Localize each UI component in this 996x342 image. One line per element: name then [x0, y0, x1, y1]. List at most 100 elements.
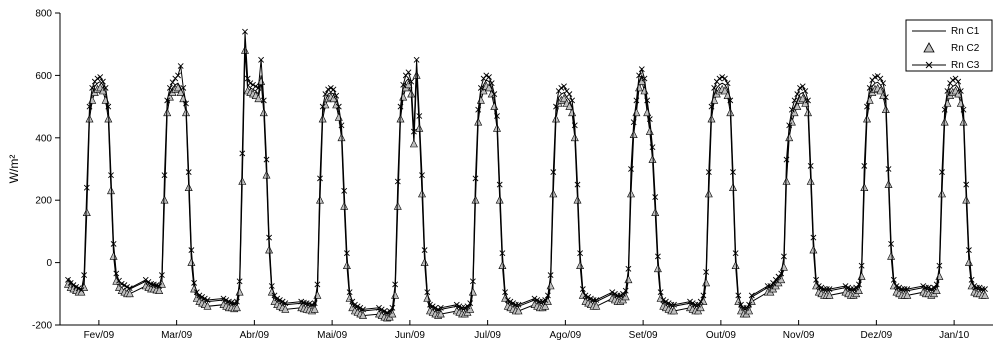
point-rn-c3-nov-09-h8 — [786, 122, 793, 129]
point-rn-c3-set-09-h21 — [665, 300, 672, 307]
point-rn-c3-mar-09-h6 — [158, 272, 165, 279]
point-rn-c3-jun-09-h0 — [376, 304, 382, 311]
point-rn-c3-jul-09-h20 — [507, 298, 514, 305]
point-rn-c3-mai-09-h14 — [335, 103, 342, 110]
point-rn-c3-jan-10-h0 — [920, 283, 927, 289]
point-rn-c3-jan-10-h21 — [976, 284, 983, 291]
point-rn-c2-jan-10-h8 — [940, 117, 949, 126]
point-rn-c3-out-09-h7 — [705, 169, 712, 176]
point-rn-c3-out-09-h15 — [727, 97, 734, 104]
point-rn-c3-jan-10-h13 — [955, 78, 962, 85]
point-rn-c3-dez-09-h20 — [896, 284, 903, 291]
point-rn-c2-abr-09-h7 — [238, 176, 247, 185]
point-rn-c3-mai-09-h11 — [327, 84, 334, 91]
y-tick-label-400: 400 — [35, 133, 52, 144]
point-rn-c3-jul-09-h3 — [461, 304, 468, 311]
point-rn-c3-ago-09-h2 — [536, 298, 543, 305]
point-rn-c3-dez-09-h17 — [888, 240, 895, 247]
point-rn-c3-mar-09-h1 — [145, 278, 152, 285]
point-rn-c3-jan-10-h19 — [971, 283, 978, 289]
point-rn-c3-abr-09-h11 — [250, 81, 256, 88]
point-rn-c3-mar-09-h17 — [188, 247, 195, 254]
point-rn-c2-dez-09-h8 — [863, 114, 871, 123]
point-rn-c3-fev-09-h18 — [113, 270, 120, 277]
axes-layer: -200 0 200 400 600 800 Fev/09 Mar/09 Abr/09 Mai/0… — [32, 9, 993, 341]
point-rn-c3-jul-09-h18 — [502, 289, 509, 296]
point-rn-c2-set-09-h16 — [651, 208, 660, 216]
point-rn-c2-set-09-h17 — [653, 264, 662, 273]
point-rn-c2-jun-09-h14 — [412, 70, 421, 79]
point-rn-c3-nov-09-h9 — [788, 106, 795, 113]
point-rn-c3-dez-09-h7 — [861, 162, 868, 169]
x-tick-label-jun-09: Jun/09 — [395, 330, 425, 341]
legend-marker-rn-c2 — [923, 42, 935, 53]
point-rn-c2-jul-09-h17 — [498, 261, 507, 270]
point-rn-c2-dez-09-h16 — [884, 179, 893, 188]
point-rn-c2-jul-09-h16 — [495, 195, 504, 204]
point-rn-c3-nov-09-h14 — [802, 88, 809, 94]
point-rn-c2-ago-09-h7 — [549, 189, 558, 198]
point-rn-c3-mai-09-h13 — [333, 92, 340, 99]
point-rn-c3-mar-09-h18 — [191, 279, 198, 286]
point-rn-c3-mar-09-h14 — [180, 84, 187, 91]
point-rn-c3-abr-09-h5 — [233, 298, 240, 305]
point-rn-c3-ago-09-h3 — [539, 298, 546, 305]
point-rn-c2-out-09-h17 — [731, 261, 740, 270]
point-rn-c3-nov-09-h12 — [797, 84, 803, 91]
point-rn-c3-jul-09-h21 — [510, 300, 517, 307]
legend-marker-rn-c3 — [925, 61, 933, 69]
point-rn-c3-jun-09-h22 — [435, 306, 442, 313]
point-rn-c3-fev-09-h6 — [81, 272, 88, 279]
point-rn-c3-fev-09-h12 — [97, 74, 104, 80]
point-rn-c3-out-09-h0 — [687, 298, 693, 305]
point-rn-c2-jul-09-h23 — [514, 306, 523, 315]
point-rn-c3-dez-09-h6 — [858, 262, 865, 269]
point-rn-c3-ago-09-h5 — [544, 292, 551, 299]
x-tick-label-out-09: Out/09 — [706, 330, 736, 341]
point-rn-c3-dez-09-h22 — [901, 286, 908, 293]
point-rn-c3-abr-09-h1 — [223, 297, 230, 303]
point-rn-c3-nov-09-h0 — [764, 283, 771, 289]
point-rn-c2-abr-09-h16 — [262, 170, 271, 179]
point-rn-c2-jan-10-h7 — [938, 189, 946, 198]
point-rn-c3-set-09-h15 — [649, 144, 656, 151]
point-rn-c2-jun-09-h12 — [407, 89, 416, 98]
point-rn-c3-abr-09-h17 — [266, 234, 273, 241]
point-rn-c3-set-09-h20 — [662, 298, 669, 305]
point-rn-c3-mai-09-h8 — [319, 103, 326, 110]
point-rn-c3-jul-09-h16 — [496, 181, 503, 188]
point-rn-c2-ago-09-h16 — [573, 195, 582, 204]
point-rn-c3-fev-09-h15 — [105, 103, 112, 110]
point-rn-c3-mar-09-h16 — [185, 169, 192, 176]
point-rn-c3-set-09-h12 — [641, 75, 648, 82]
point-rn-c2-mai-09-h16 — [340, 201, 349, 210]
point-rn-c2-ago-09-h11 — [560, 94, 568, 103]
point-rn-c3-ago-09-h0 — [531, 295, 538, 302]
point-rn-c3-out-09-h8 — [708, 103, 715, 110]
point-rn-c3-abr-09-h6 — [236, 278, 243, 285]
point-rn-c3-out-09-h12 — [719, 74, 726, 80]
point-rn-c3-abr-09-h4 — [231, 300, 238, 307]
point-rn-c3-fev-09-h8 — [86, 103, 93, 110]
y-tick-label-600: 600 — [35, 71, 52, 82]
legend-label-rn-c1: Rn C1 — [951, 26, 980, 37]
point-rn-c2-mai-09-h5 — [310, 304, 319, 313]
point-rn-c3-mai-09-h7 — [317, 175, 323, 182]
point-rn-c3-dez-09-h9 — [866, 84, 873, 91]
point-rn-c3-jul-09-h23 — [515, 301, 522, 308]
point-rn-c3-dez-09-h13 — [877, 75, 884, 82]
point-rn-c3-ago-09-h13 — [566, 91, 573, 98]
point-rn-c3-jun-09-h17 — [421, 247, 428, 254]
point-rn-c2-jul-09-h12 — [485, 83, 493, 92]
point-rn-c3-jul-09-h9 — [477, 84, 484, 91]
point-rn-c2-jul-09-h10 — [479, 86, 488, 95]
point-rn-c3-dez-09-h23 — [904, 286, 911, 293]
point-rn-c2-mai-09-h7 — [316, 195, 324, 204]
point-rn-c3-jul-09-h5 — [467, 300, 474, 307]
point-rn-c2-ago-09-h17 — [576, 261, 585, 270]
point-rn-c3-mai-09-h18 — [346, 289, 353, 296]
point-rn-c2-jun-09-h5 — [388, 309, 397, 318]
point-rn-c3-jul-09-h14 — [491, 91, 498, 98]
point-rn-c3-nov-09-h21 — [821, 286, 828, 293]
